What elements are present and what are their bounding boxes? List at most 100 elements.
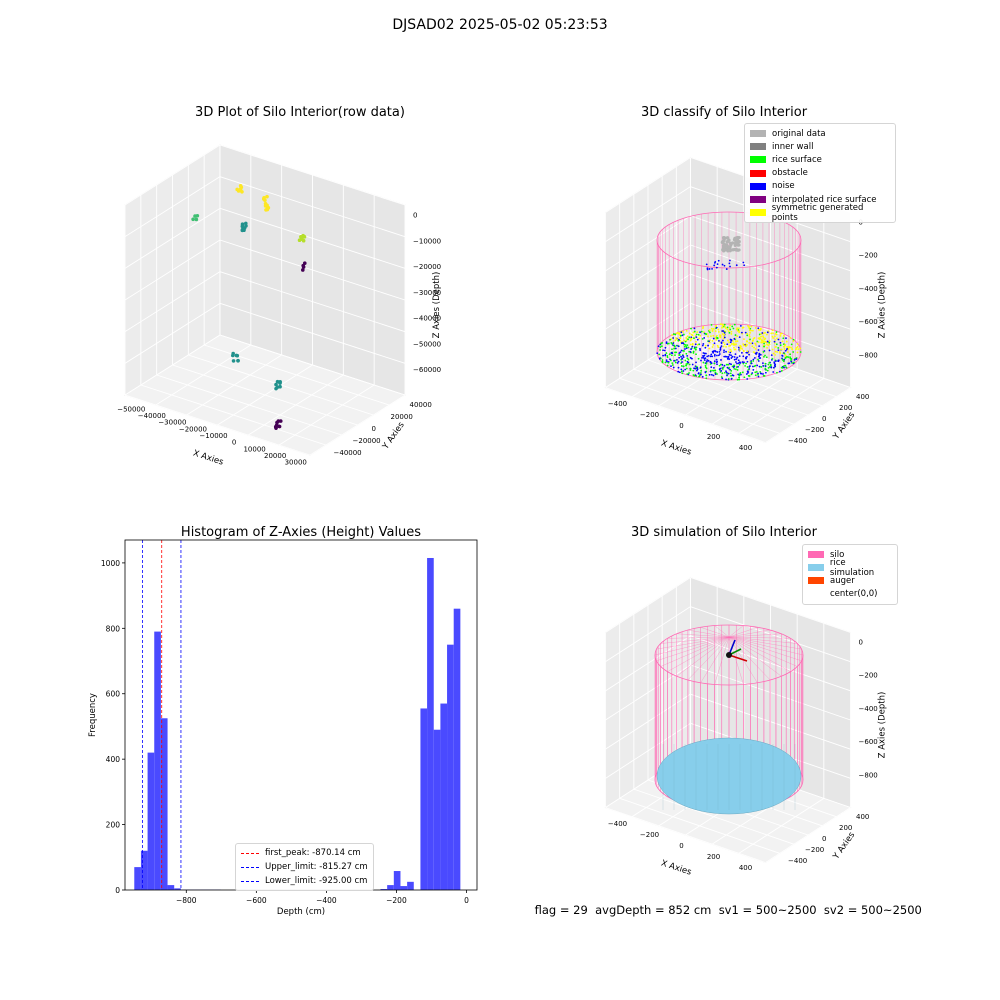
surface-point bbox=[728, 341, 731, 344]
legend-label: rice simulation bbox=[829, 557, 875, 578]
surface-point bbox=[787, 362, 790, 365]
panel4-ztick-label: 0 bbox=[859, 638, 863, 646]
surface-point bbox=[701, 337, 704, 340]
silo-roof-wire bbox=[728, 636, 798, 667]
surface-point bbox=[691, 345, 694, 348]
surface-point bbox=[771, 335, 774, 338]
surface-point bbox=[733, 323, 736, 326]
surface-point bbox=[709, 339, 711, 341]
surface-point bbox=[752, 351, 755, 353]
legend-label: inner wall bbox=[772, 141, 814, 152]
surface-point bbox=[659, 349, 661, 351]
surface-point bbox=[660, 342, 663, 345]
surface-point bbox=[714, 369, 717, 372]
surface-point bbox=[749, 331, 752, 334]
surface-point bbox=[749, 365, 751, 367]
surface-point bbox=[762, 336, 765, 339]
surface-point bbox=[728, 331, 731, 334]
surface-point bbox=[799, 351, 802, 353]
surface-point bbox=[726, 328, 729, 331]
surface-point bbox=[696, 343, 699, 346]
surface-point bbox=[764, 331, 766, 334]
surface-point bbox=[752, 365, 754, 368]
panel1-xtick-label: −50000 bbox=[117, 405, 145, 413]
surface-point bbox=[664, 354, 667, 357]
panel2-xtick-label: 200 bbox=[707, 433, 720, 441]
figure-title: DJSAD02 2025-05-02 05:23:53 bbox=[392, 17, 608, 33]
histogram-bar bbox=[387, 885, 394, 890]
surface-point bbox=[681, 361, 683, 363]
surface-point bbox=[690, 333, 693, 336]
silo-roof-wire bbox=[728, 636, 782, 677]
surface-point bbox=[674, 351, 677, 354]
xtick-label: −800 bbox=[176, 896, 197, 905]
surface-point bbox=[681, 372, 684, 375]
surface-point bbox=[781, 340, 784, 343]
raw-scatter-panel: 3D Plot of Silo Interior(row data) −50000… bbox=[117, 105, 442, 468]
silo-roof-wire bbox=[667, 636, 730, 672]
surface-point bbox=[727, 372, 730, 375]
surface-point bbox=[705, 360, 708, 363]
surface-point bbox=[734, 340, 737, 343]
panel1-ylabel: Y Axies bbox=[380, 420, 407, 452]
legend-swatch bbox=[808, 591, 824, 598]
surface-point bbox=[771, 357, 774, 360]
surface-point bbox=[763, 338, 766, 341]
surface-point bbox=[696, 369, 698, 372]
surface-point bbox=[695, 336, 698, 338]
surface-point bbox=[754, 374, 757, 377]
surface-point bbox=[755, 351, 758, 354]
surface-point bbox=[746, 355, 748, 358]
surface-point bbox=[736, 378, 739, 381]
surface-point bbox=[719, 346, 722, 349]
panel4-xtick-label: 200 bbox=[707, 853, 720, 861]
surface-point bbox=[743, 338, 745, 341]
simulation-legend: silo rice simulation auger center(0,0) bbox=[802, 544, 898, 605]
original-point bbox=[721, 236, 726, 240]
surface-point bbox=[705, 362, 708, 365]
surface-point bbox=[689, 351, 692, 353]
surface-point bbox=[737, 373, 740, 376]
surface-point bbox=[696, 331, 699, 334]
surface-point bbox=[762, 351, 765, 353]
surface-point bbox=[727, 350, 730, 353]
surface-point bbox=[754, 364, 757, 367]
surface-point bbox=[710, 327, 713, 330]
hist-legend-label: first_peak: -870.14 cm bbox=[265, 848, 361, 858]
surface-point bbox=[778, 351, 781, 354]
raw-point bbox=[238, 183, 243, 188]
panel2-gridline bbox=[765, 387, 851, 443]
surface-point bbox=[695, 353, 697, 356]
surface-point bbox=[753, 346, 755, 349]
surface-point bbox=[698, 337, 700, 340]
center-marker bbox=[726, 652, 732, 658]
surface-point bbox=[731, 355, 734, 358]
legend-entry: inner wall bbox=[750, 140, 890, 153]
surface-point bbox=[709, 355, 712, 358]
surface-point bbox=[714, 349, 716, 352]
surface-point bbox=[738, 376, 740, 379]
surface-point bbox=[758, 352, 761, 355]
surface-point bbox=[688, 336, 691, 339]
surface-point bbox=[680, 370, 683, 373]
surface-point bbox=[665, 352, 668, 354]
surface-point bbox=[689, 343, 692, 346]
surface-point bbox=[775, 331, 778, 333]
surface-point bbox=[672, 333, 675, 335]
surface-point bbox=[764, 340, 766, 343]
surface-point bbox=[723, 331, 726, 334]
surface-point bbox=[784, 354, 787, 356]
surface-point bbox=[702, 352, 705, 354]
surface-point bbox=[782, 337, 785, 340]
surface-point bbox=[780, 370, 783, 372]
original-point bbox=[727, 245, 731, 249]
surface-point bbox=[774, 339, 777, 341]
surface-point bbox=[676, 359, 678, 361]
surface-point bbox=[723, 333, 726, 336]
hist-legend-swatch bbox=[241, 880, 259, 882]
silo-roof-wire bbox=[687, 629, 730, 638]
noise-point bbox=[715, 266, 718, 269]
surface-point bbox=[707, 359, 710, 362]
surface-point bbox=[674, 347, 677, 350]
